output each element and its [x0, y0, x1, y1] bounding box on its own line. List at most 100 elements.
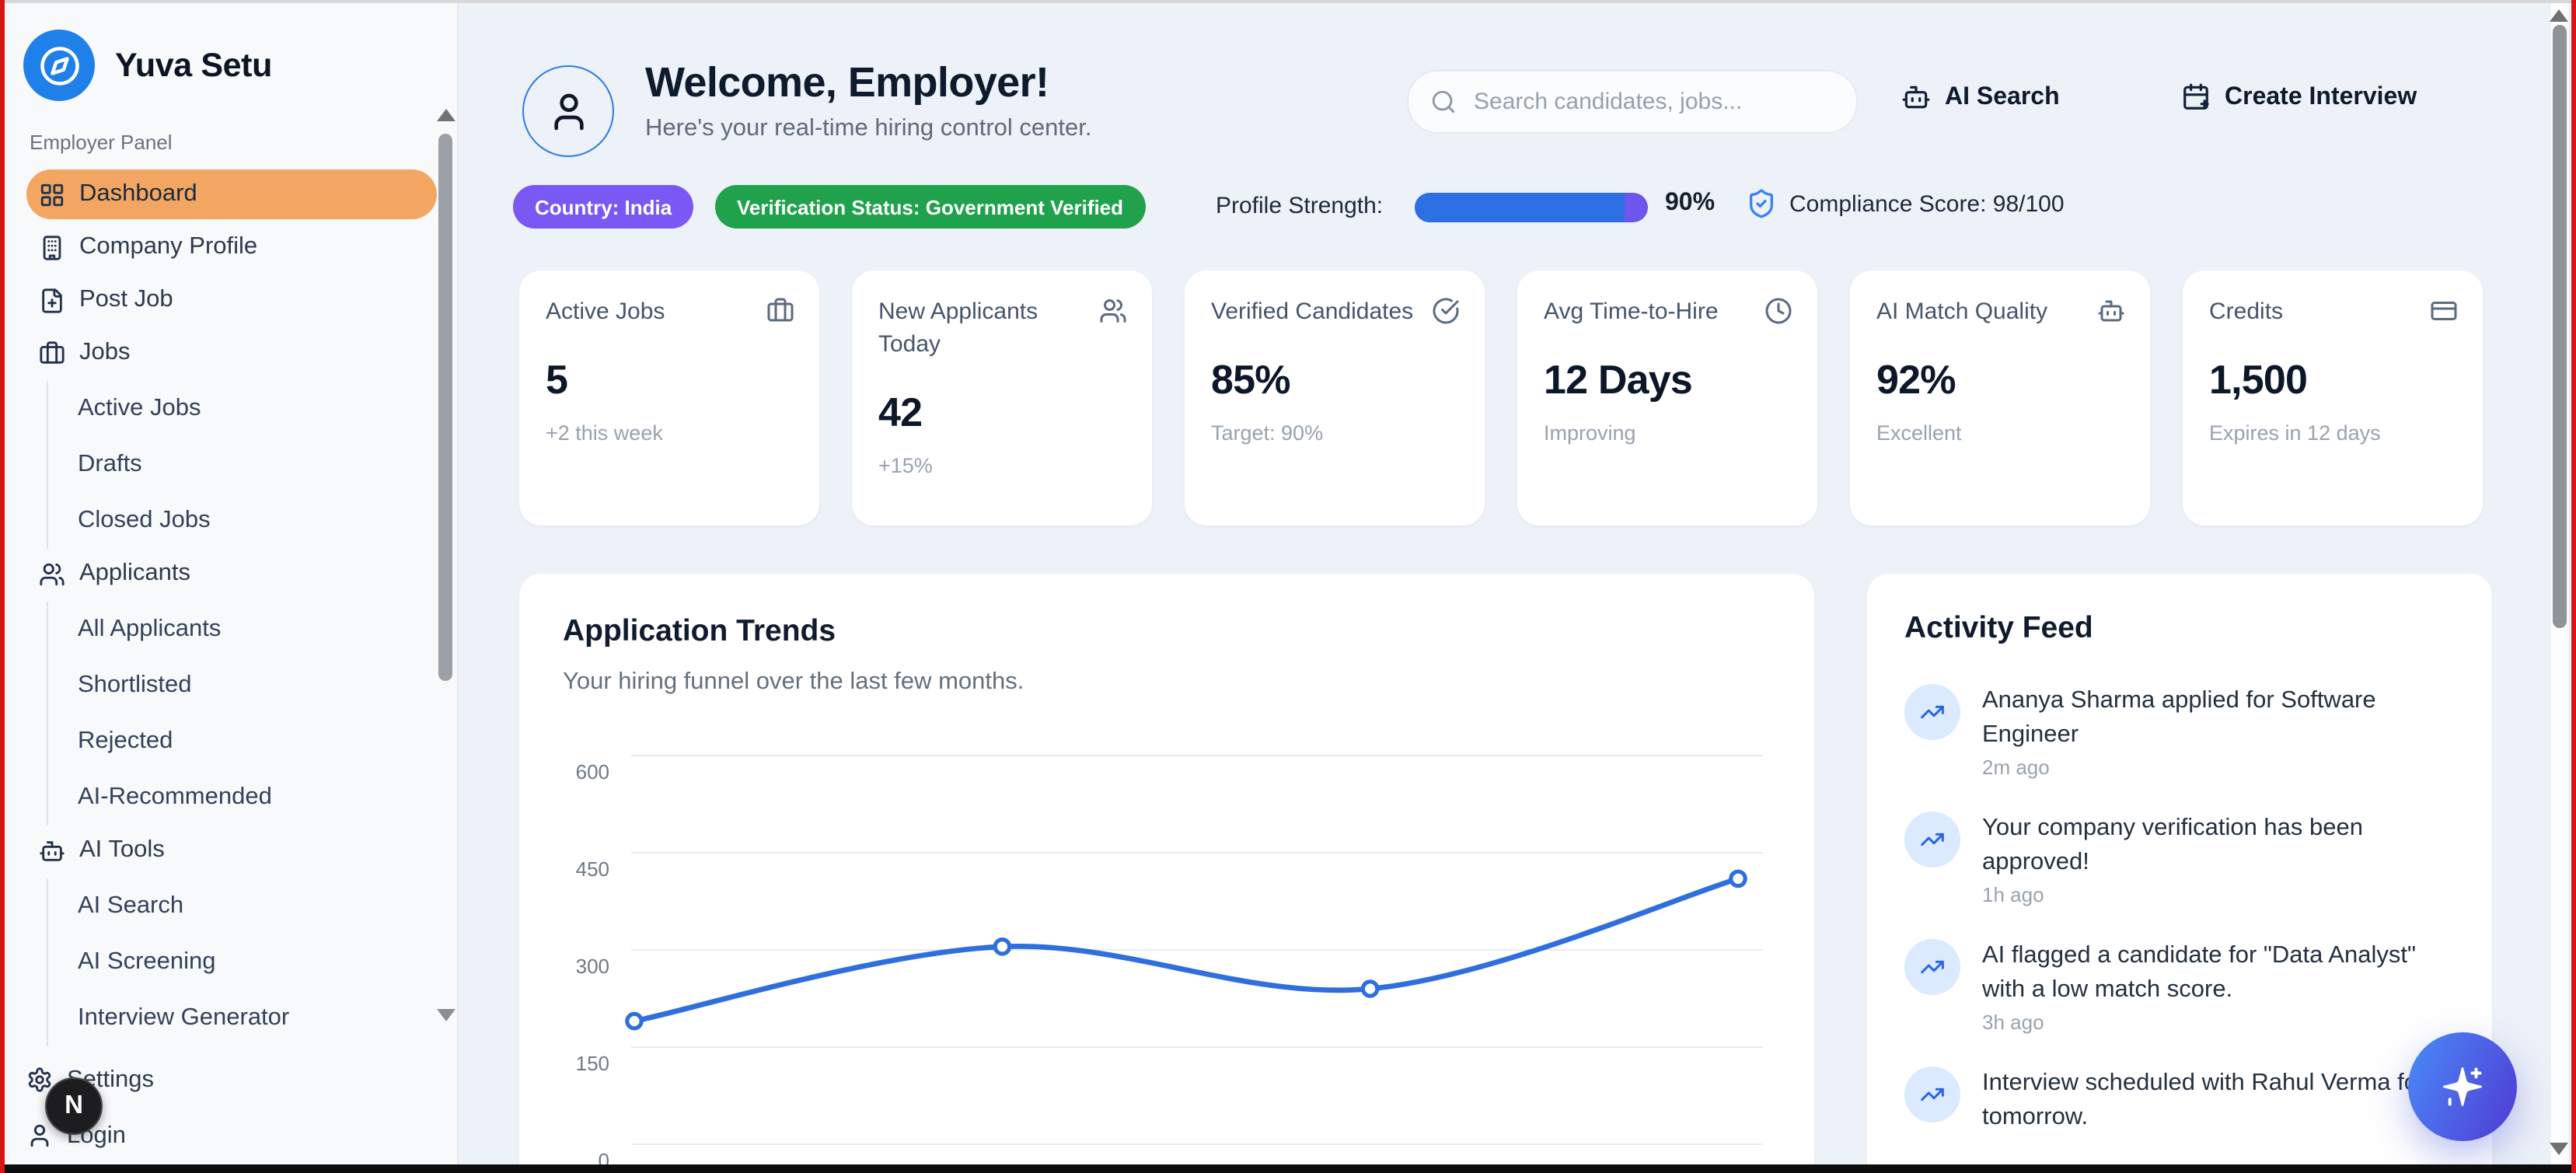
sidebar-item-ai-search[interactable]: AI Search [78, 892, 184, 919]
sidebar-item-applicants[interactable]: Applicants [26, 549, 437, 599]
stat-subtext: Excellent [1876, 421, 1962, 445]
bot-icon [1901, 82, 1931, 112]
svg-text:450: 450 [576, 857, 609, 881]
stat-value: 12 Days [1544, 356, 1693, 403]
stat-subtext: +2 this week [546, 421, 663, 445]
sidebar: Yuva Setu Employer Panel Dashboard Compan… [5, 3, 459, 1164]
sidebar-item-label: Dashboard [79, 180, 197, 207]
stat-subtext: Expires in 12 days [2209, 421, 2381, 445]
window-scrollbar-thumb[interactable] [2552, 25, 2566, 628]
activity-item: Interview scheduled with Rahul Verma for… [1904, 1067, 2455, 1133]
activity-feed-title: Activity Feed [1904, 611, 2093, 645]
ai-search-button[interactable]: AI Search [1901, 82, 2060, 112]
window-scroll-down-arrow-icon[interactable] [2550, 1142, 2568, 1154]
trending-up-icon [1921, 1087, 1944, 1101]
chart-line [631, 876, 1741, 1024]
window-scrollbar[interactable] [2550, 3, 2568, 1164]
frame-border-top [0, 0, 2576, 3]
compliance-score-label: Compliance Score: 98/100 [1789, 191, 2065, 218]
clock-icon [1765, 298, 1792, 324]
stat-card-avg-time-to-hire: Avg Time-to-Hire 12 Days Improving [1517, 271, 1817, 525]
trending-up-icon [1921, 705, 1944, 719]
profile-strength-label: Profile Strength: [1216, 193, 1384, 219]
jobs-children: Active Jobs Drafts Closed Jobs [47, 381, 437, 549]
briefcase-icon [40, 340, 65, 363]
stat-title: Credits [2209, 298, 2284, 325]
compass-icon [40, 46, 79, 85]
sidebar-item-company-profile[interactable]: Company Profile [26, 222, 437, 272]
stat-value: 1,500 [2209, 356, 2308, 403]
search-icon [1430, 89, 1457, 115]
bot-icon [1902, 86, 1930, 109]
frame-border-bottom [0, 1164, 2576, 1173]
sidebar-scroll-down-arrow-icon[interactable] [437, 1008, 456, 1021]
sidebar-scroll-up-arrow-icon[interactable] [437, 109, 456, 121]
page-subtitle: Here's your real-time hiring control cen… [645, 115, 1092, 141]
users-icon [40, 562, 65, 585]
users-icon [39, 560, 65, 587]
activity-item-body: AI flagged a candidate for "Data Analyst… [1982, 939, 2436, 1034]
clock-icon [1764, 297, 1792, 325]
calendar-plus-icon [2183, 83, 2209, 110]
page-title: Welcome, Employer! [645, 59, 1049, 106]
profile-strength-progressbar [1415, 193, 1648, 222]
search-icon [1432, 90, 1455, 113]
trending-up-icon [1904, 1067, 1960, 1122]
sidebar-item-ai-tools[interactable]: AI Tools [26, 826, 437, 875]
stat-title: Verified Candidates [1211, 298, 1414, 325]
stats-row: Active Jobs 5 +2 this week New Applicants T… [519, 271, 2483, 525]
sidebar-scrollbar-thumb[interactable] [438, 134, 452, 681]
sidebar-item-interview-generator[interactable]: Interview Generator [78, 1004, 290, 1031]
user-icon [30, 1124, 49, 1147]
verification-status-badge: Verification Status: Government Verified [715, 185, 1146, 229]
main-content: Welcome, Employer! Here's your real-time… [459, 3, 2551, 1173]
activity-item-time: 2m ago [1982, 756, 2050, 779]
file-plus-icon [42, 288, 62, 312]
application-trends-chart: 600 450 300 150 0 [563, 718, 1771, 1173]
ai-assistant-fab[interactable] [2408, 1032, 2517, 1141]
sidebar-item-dashboard[interactable]: Dashboard [26, 169, 437, 219]
sidebar-item-all-applicants[interactable]: All Applicants [78, 616, 222, 642]
sidebar-section-label: Employer Panel [30, 131, 173, 154]
sidebar-item-label: AI Tools [79, 836, 165, 863]
calendar-plus-icon [2181, 82, 2211, 112]
stat-value: 5 [546, 356, 568, 403]
sidebar-item-post-job[interactable]: Post Job [26, 275, 437, 325]
activity-item-text: Your company verification has been appro… [1982, 815, 2363, 875]
building-icon [43, 235, 61, 260]
employer-avatar [522, 65, 614, 157]
sidebar-scrollbar[interactable] [437, 109, 456, 1021]
window-scroll-up-arrow-icon[interactable] [2550, 9, 2568, 22]
gear-icon [26, 1067, 53, 1093]
sidebar-item-closed-jobs[interactable]: Closed Jobs [78, 507, 211, 533]
activity-item-time: 3h ago [1982, 1011, 2044, 1034]
global-search [1407, 70, 1858, 134]
brand-row: Yuva Setu [5, 3, 457, 110]
frame-border-left [0, 0, 5, 1173]
sidebar-item-shortlisted[interactable]: Shortlisted [78, 672, 192, 698]
stat-card-credits: Credits 1,500 Expires in 12 days [2183, 271, 2483, 525]
sidebar-item-ai-screening[interactable]: AI Screening [78, 948, 216, 975]
activity-item-body: Your company verification has been appro… [1982, 812, 2436, 906]
sidebar-item-ai-recommended[interactable]: AI-Recommended [78, 784, 272, 810]
file-plus-icon [39, 287, 65, 313]
activity-item-text: Interview scheduled with Rahul Verma for… [1982, 1070, 2426, 1129]
stat-card-ai-match-quality: AI Match Quality 92% Excellent [1850, 271, 2150, 525]
sidebar-item-label: Post Job [79, 286, 173, 312]
bot-icon [40, 840, 65, 861]
bot-icon [2098, 300, 2124, 322]
sidebar-item-label: Applicants [79, 560, 191, 586]
sidebar-item-jobs[interactable]: Jobs [26, 328, 437, 378]
credit-card-icon [2431, 302, 2457, 320]
search-input[interactable] [1471, 87, 1819, 117]
stat-value: 92% [1876, 356, 1956, 403]
credit-card-icon [2430, 297, 2458, 325]
trending-up-icon [1904, 812, 1960, 868]
dev-tools-badge[interactable]: N [45, 1077, 103, 1135]
trending-up-icon [1921, 833, 1944, 847]
activity-item-body: Interview scheduled with Rahul Verma for… [1982, 1067, 2436, 1133]
sidebar-item-active-jobs[interactable]: Active Jobs [78, 395, 201, 421]
sidebar-item-rejected[interactable]: Rejected [78, 728, 173, 754]
create-interview-button[interactable]: Create Interview [2181, 82, 2417, 112]
sidebar-item-drafts[interactable]: Drafts [78, 451, 142, 477]
